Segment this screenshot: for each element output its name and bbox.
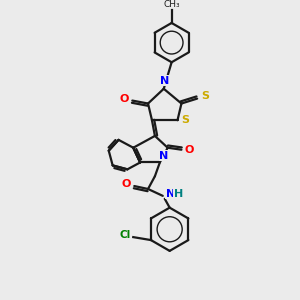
- Text: S: S: [201, 91, 209, 101]
- Text: O: O: [184, 145, 194, 155]
- Text: N: N: [159, 151, 168, 160]
- Text: CH₃: CH₃: [163, 0, 180, 9]
- Text: Cl: Cl: [120, 230, 131, 240]
- Text: H: H: [174, 189, 183, 199]
- Text: N: N: [160, 76, 170, 86]
- Text: O: O: [120, 94, 129, 103]
- Text: O: O: [122, 179, 131, 189]
- Text: N: N: [166, 189, 175, 199]
- Text: S: S: [182, 115, 189, 125]
